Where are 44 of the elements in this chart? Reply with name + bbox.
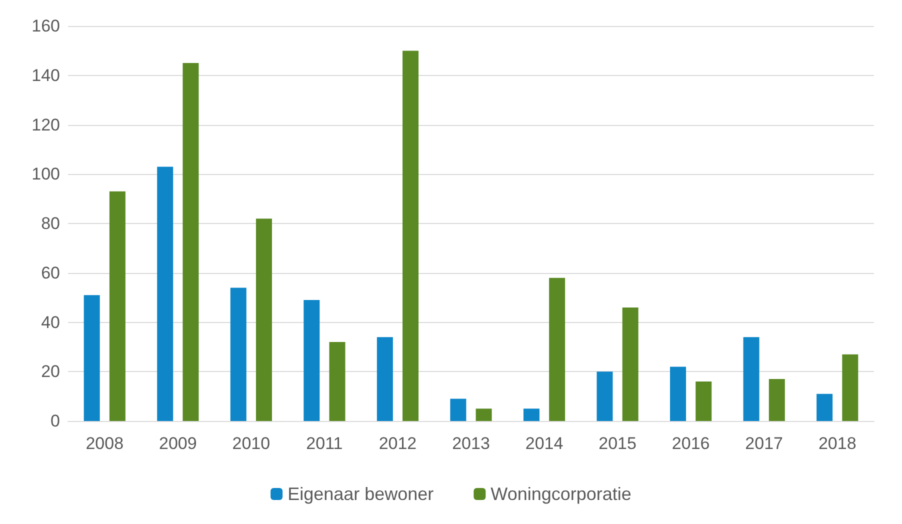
legend-label: Woningcorporatie bbox=[490, 484, 632, 504]
bar bbox=[230, 288, 246, 421]
bar bbox=[304, 300, 320, 421]
y-tick-label: 20 bbox=[41, 362, 60, 382]
bar bbox=[157, 166, 174, 421]
y-tick-label: 100 bbox=[32, 164, 60, 184]
y-tick-label: 140 bbox=[32, 66, 60, 85]
bar bbox=[622, 307, 638, 421]
y-tick-label: 80 bbox=[41, 214, 60, 233]
x-tick-label: 2008 bbox=[86, 434, 124, 453]
bar bbox=[696, 382, 712, 421]
x-tick-label: 2013 bbox=[452, 434, 490, 453]
bar bbox=[402, 50, 419, 421]
y-tick-label: 160 bbox=[32, 16, 60, 36]
bar bbox=[84, 295, 100, 421]
bar bbox=[256, 218, 272, 421]
x-tick-label: 2009 bbox=[158, 434, 197, 453]
x-tick-label: 2011 bbox=[306, 434, 343, 453]
y-tick-label: 120 bbox=[32, 115, 60, 134]
bar bbox=[670, 366, 686, 421]
bar bbox=[182, 63, 199, 421]
bar bbox=[450, 398, 466, 421]
x-tick-label: 2010 bbox=[232, 434, 270, 453]
bar bbox=[743, 337, 760, 421]
bar bbox=[596, 372, 613, 421]
x-tick-label: 2014 bbox=[525, 434, 564, 453]
x-tick-label: 2012 bbox=[378, 434, 417, 453]
bar bbox=[523, 408, 540, 421]
x-tick-label: 2017 bbox=[745, 434, 784, 453]
x-tick-label: 2015 bbox=[598, 434, 636, 453]
y-tick-label: 0 bbox=[50, 412, 60, 430]
bar bbox=[549, 278, 566, 421]
x-tick-label: 2018 bbox=[818, 434, 856, 453]
bar bbox=[842, 354, 858, 421]
bar bbox=[768, 379, 785, 421]
bar bbox=[109, 191, 126, 421]
bar bbox=[476, 408, 492, 421]
x-tick-label: 2016 bbox=[672, 434, 710, 453]
bar bbox=[376, 337, 393, 421]
legend-label: Eigenaar bewoner bbox=[288, 484, 434, 504]
bar bbox=[329, 342, 346, 421]
y-tick-label: 40 bbox=[41, 312, 60, 332]
y-tick-label: 60 bbox=[41, 263, 60, 282]
bar bbox=[816, 394, 833, 421]
